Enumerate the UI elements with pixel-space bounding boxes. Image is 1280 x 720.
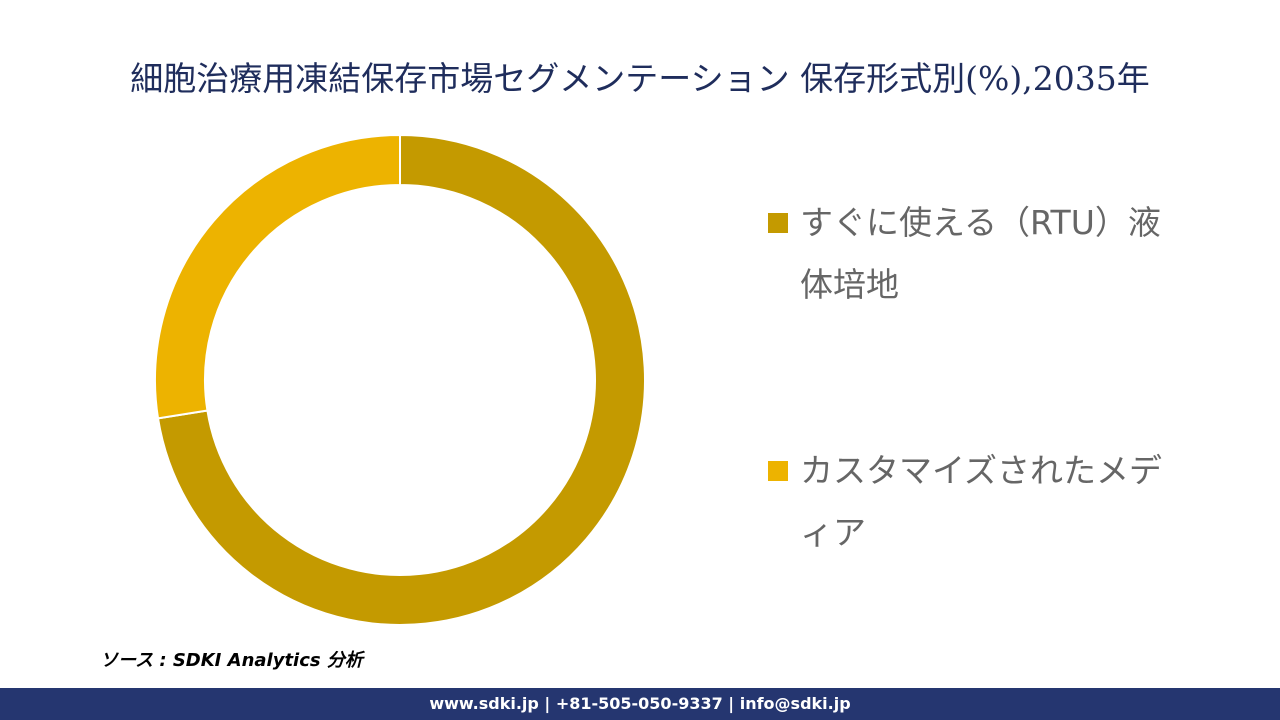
footer: www.sdki.jp | +81-505-050-9337 | info@sd…	[0, 688, 1280, 720]
legend-entry: すぐに使える（RTU）液体培地	[768, 192, 1168, 316]
donut-segment	[154, 133, 401, 420]
chart-title: 細胞治療用凍結保存市場セグメンテーション 保存形式別(%),2035年	[130, 59, 1150, 98]
chart	[154, 133, 646, 626]
legend-swatch	[768, 461, 788, 481]
source-note: ソース : SDKI Analytics 分析	[100, 650, 363, 671]
legend-label: カスタマイズされたメディア	[800, 451, 1163, 552]
donut-segment	[156, 133, 646, 626]
legend-label: すぐに使える（RTU）液体培地	[800, 203, 1161, 304]
legend-entry: カスタマイズされたメディア	[768, 440, 1168, 564]
legend-swatch	[768, 213, 788, 233]
